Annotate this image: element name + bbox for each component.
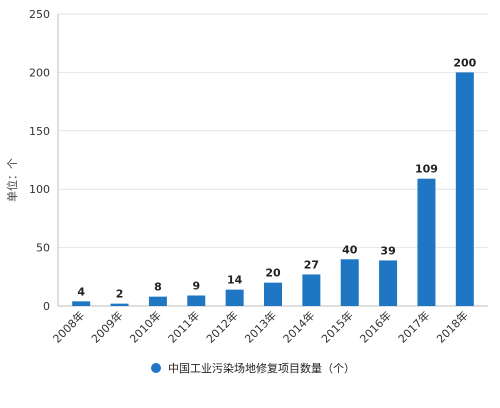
bar-2015年	[340, 259, 359, 306]
y-tick-label-100: 100	[29, 183, 50, 196]
data-label-2009年: 2	[116, 288, 124, 301]
data-label-2014年: 27	[304, 258, 319, 271]
data-label-2010年: 8	[154, 281, 162, 294]
data-label-2008年: 4	[77, 285, 85, 298]
x-tick-label-2016年: 2016年	[357, 308, 394, 345]
bar-2008年	[72, 301, 91, 306]
x-tick-label-2017年: 2017年	[395, 308, 432, 345]
bar-2018年	[455, 72, 474, 307]
y-tick-label-0: 0	[43, 300, 50, 313]
data-label-2018年: 200	[453, 56, 476, 69]
x-tick-label-2013年: 2013年	[242, 308, 279, 345]
data-label-2015年: 40	[342, 243, 358, 256]
x-tick-label-2010年: 2010年	[127, 308, 164, 345]
bar-2012年	[225, 289, 244, 306]
y-tick-label-200: 200	[29, 66, 50, 79]
x-tick-label-2011年: 2011年	[165, 308, 202, 345]
bar-2013年	[264, 282, 282, 306]
data-label-2011年: 9	[192, 279, 200, 292]
y-tick-label-150: 150	[29, 125, 50, 138]
bar-2014年	[302, 274, 321, 306]
x-tick-label-2012年: 2012年	[203, 308, 240, 345]
x-tick-label-2018年: 2018年	[433, 308, 470, 345]
y-tick-label-50: 50	[36, 242, 50, 255]
y-axis-title: 单位：个	[5, 158, 19, 202]
x-tick-label-2014年: 2014年	[280, 308, 317, 345]
data-label-2012年: 14	[227, 274, 243, 287]
bar-2009年	[110, 303, 129, 306]
x-tick-label-2009年: 2009年	[88, 308, 125, 345]
legend-marker	[151, 363, 161, 373]
bar-2017年	[417, 178, 436, 306]
bar-2010年	[148, 296, 167, 306]
y-tick-label-250: 250	[29, 8, 50, 21]
data-label-2017年: 109	[415, 163, 438, 176]
legend-label: 中国工业污染场地修复项目数量（个）	[168, 361, 355, 375]
bar-2016年	[379, 260, 398, 306]
bar-2011年	[187, 295, 206, 306]
data-label-2016年: 39	[380, 244, 395, 257]
data-label-2013年: 20	[265, 267, 281, 280]
x-tick-label-2015年: 2015年	[318, 308, 355, 345]
x-tick-label-2008年: 2008年	[50, 308, 87, 345]
